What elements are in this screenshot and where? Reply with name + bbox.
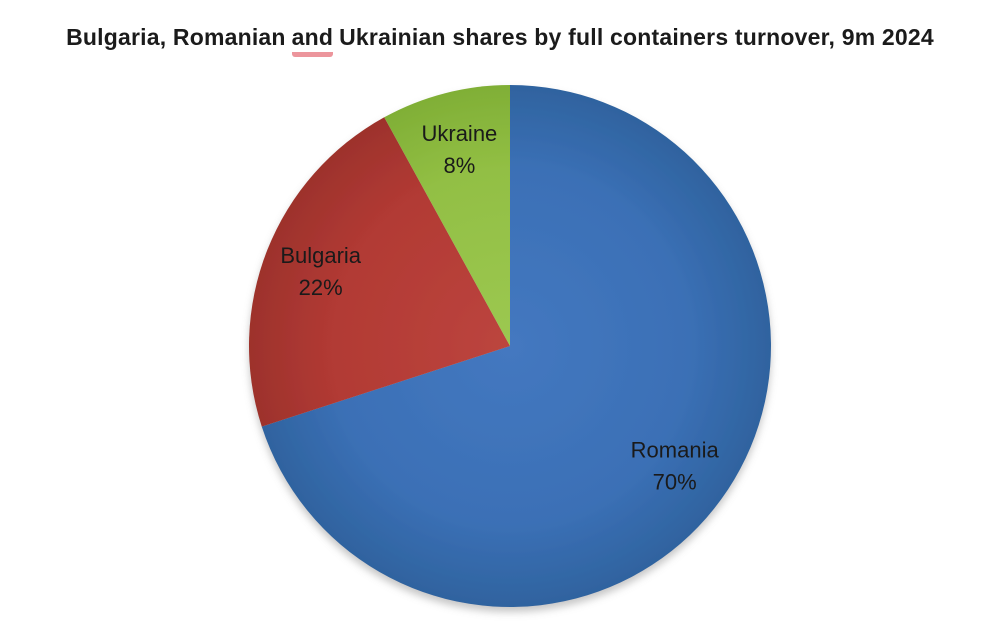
chart-title-underlined-word: and: [291, 26, 334, 57]
pie-slice-romania: [261, 85, 771, 607]
slice-value-ukraine: 8%: [444, 153, 476, 178]
slice-label-bulgaria: Bulgaria: [280, 243, 361, 268]
pie-slice-bulgaria: [248, 117, 510, 427]
slice-value-romania: 70%: [653, 470, 697, 495]
chart-title: Bulgaria, Romanian and Ukrainian shares by…: [0, 24, 1000, 57]
slice-label-ukraine: Ukraine: [421, 121, 497, 146]
pie-slices: [248, 85, 771, 607]
pie-slice-ukraine: [384, 85, 510, 346]
slice-value-bulgaria: 22%: [299, 275, 343, 300]
chart-title-suffix: Ukrainian shares by full containers turn…: [339, 24, 934, 50]
chart-title-prefix: Bulgaria, Romanian: [66, 24, 286, 50]
slice-label-romania: Romania: [631, 438, 720, 463]
pie-labels: Romania 70% Bulgaria 22% Ukraine 8%: [280, 121, 719, 495]
